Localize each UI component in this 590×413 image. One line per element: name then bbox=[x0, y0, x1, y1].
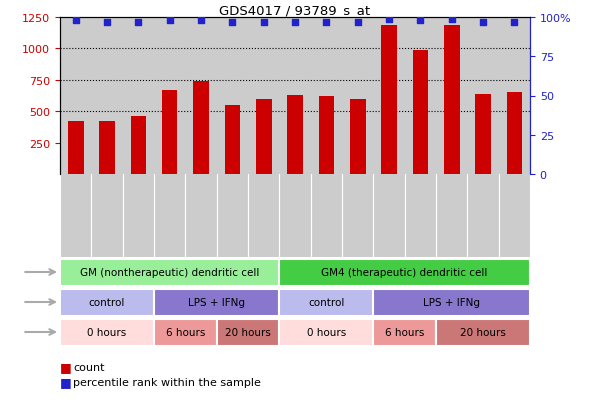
Text: LPS + IFNg: LPS + IFNg bbox=[423, 297, 480, 307]
Text: count: count bbox=[73, 362, 104, 372]
Point bbox=[478, 19, 488, 26]
Point bbox=[71, 18, 80, 24]
Bar bbox=[99, 122, 115, 175]
Text: GM (nontherapeutic) dendritic cell: GM (nontherapeutic) dendritic cell bbox=[80, 267, 260, 277]
Point bbox=[228, 19, 237, 26]
Text: LPS + IFNg: LPS + IFNg bbox=[188, 297, 245, 307]
Bar bbox=[162, 90, 178, 175]
Bar bbox=[381, 26, 397, 175]
Bar bbox=[444, 26, 460, 175]
Bar bbox=[68, 122, 84, 175]
Point bbox=[102, 19, 112, 26]
Text: ■: ■ bbox=[60, 361, 72, 374]
Point bbox=[165, 18, 175, 24]
Point bbox=[290, 19, 300, 26]
Point bbox=[447, 16, 457, 23]
Bar bbox=[193, 82, 209, 175]
Text: control: control bbox=[308, 297, 345, 307]
Bar bbox=[60, 259, 279, 286]
Text: 20 hours: 20 hours bbox=[225, 327, 271, 337]
Point bbox=[259, 19, 268, 26]
Text: GM4 (therapeutic) dendritic cell: GM4 (therapeutic) dendritic cell bbox=[322, 267, 488, 277]
Text: control: control bbox=[89, 297, 125, 307]
Bar bbox=[279, 289, 373, 316]
Bar bbox=[130, 117, 146, 175]
Point bbox=[133, 19, 143, 26]
Bar bbox=[60, 289, 154, 316]
Bar bbox=[279, 319, 373, 346]
Point bbox=[510, 19, 519, 26]
Bar bbox=[436, 319, 530, 346]
Bar bbox=[225, 106, 240, 175]
Bar bbox=[217, 319, 279, 346]
Bar bbox=[60, 319, 154, 346]
Text: percentile rank within the sample: percentile rank within the sample bbox=[73, 377, 261, 387]
Point bbox=[196, 18, 206, 24]
Point bbox=[384, 16, 394, 23]
Point bbox=[415, 18, 425, 24]
Bar bbox=[154, 319, 217, 346]
Text: 6 hours: 6 hours bbox=[166, 327, 205, 337]
Bar bbox=[154, 289, 279, 316]
Bar bbox=[279, 259, 530, 286]
Point bbox=[322, 19, 331, 26]
Text: ■: ■ bbox=[60, 375, 72, 389]
Bar bbox=[373, 289, 530, 316]
Text: 6 hours: 6 hours bbox=[385, 327, 424, 337]
Title: GDS4017 / 93789_s_at: GDS4017 / 93789_s_at bbox=[219, 4, 371, 17]
Text: 20 hours: 20 hours bbox=[460, 327, 506, 337]
Bar bbox=[506, 93, 522, 175]
Text: 0 hours: 0 hours bbox=[307, 327, 346, 337]
Bar bbox=[373, 319, 436, 346]
Bar bbox=[412, 51, 428, 175]
Bar bbox=[350, 100, 365, 175]
Point bbox=[353, 19, 362, 26]
Bar bbox=[256, 100, 271, 175]
Bar bbox=[319, 97, 334, 175]
Bar bbox=[475, 95, 491, 175]
Bar bbox=[287, 96, 303, 175]
Text: 0 hours: 0 hours bbox=[87, 327, 127, 337]
